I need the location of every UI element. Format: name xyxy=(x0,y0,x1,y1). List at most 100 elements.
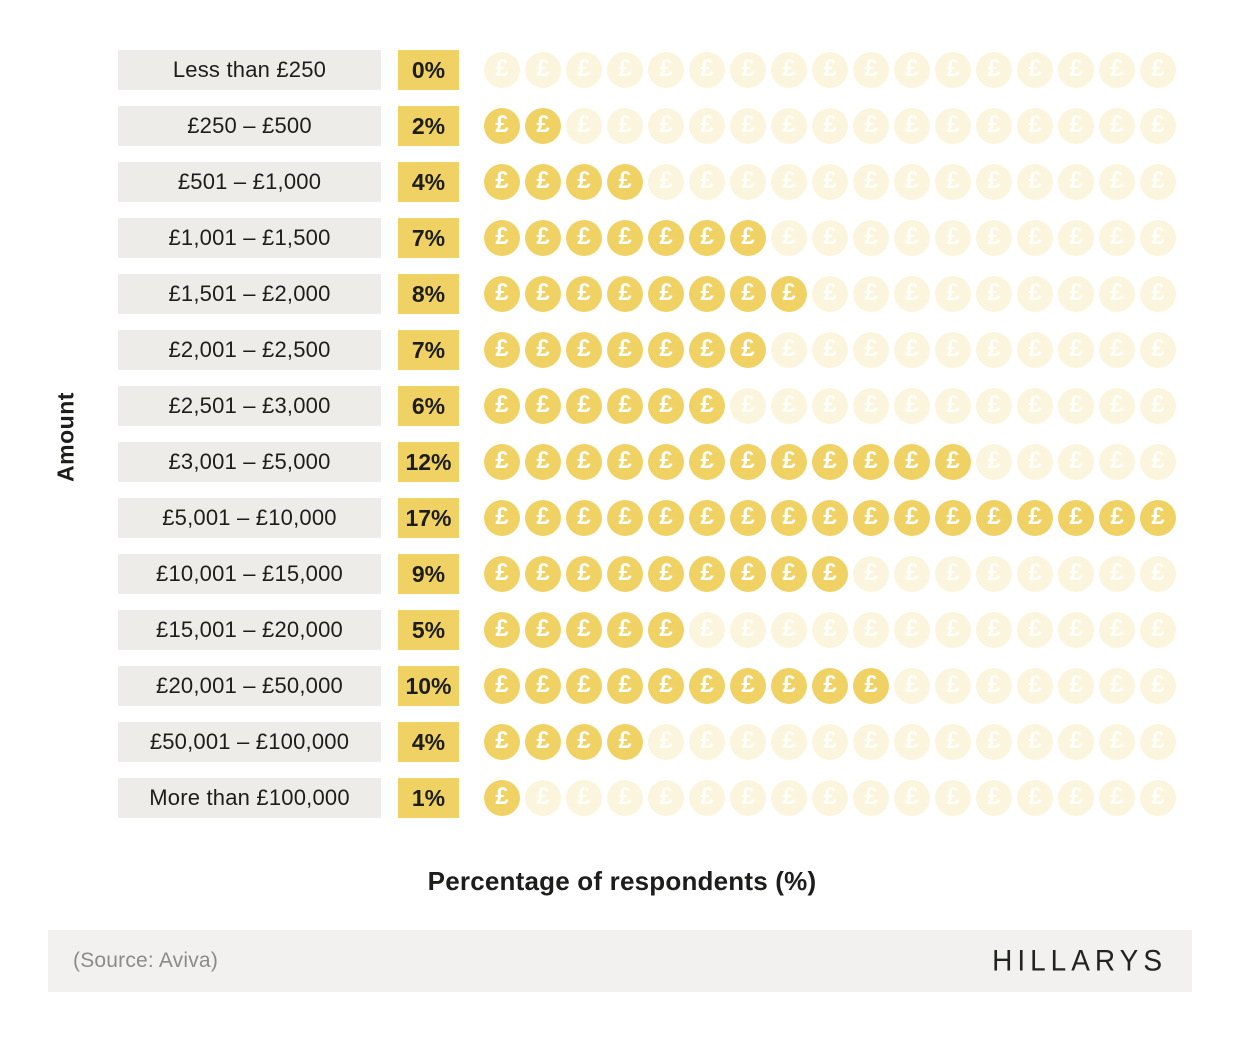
pound-coin-icon: £ xyxy=(607,668,643,704)
pound-coin-icon: £ xyxy=(976,388,1012,424)
pound-coin-icon: £ xyxy=(1140,164,1176,200)
pound-coin-icon: £ xyxy=(1140,108,1176,144)
pound-coin-icon: £ xyxy=(894,444,930,480)
pound-coin-icon: £ xyxy=(1099,332,1135,368)
pound-coin-icon: £ xyxy=(1017,612,1053,648)
coin-strip: £ £ £ £ £ £ £ £ £ £ £ £ £ £ £ £ £ xyxy=(484,388,1176,424)
pound-coin-icon: £ xyxy=(894,500,930,536)
pound-coin-icon: £ xyxy=(648,668,684,704)
coin-strip: £ £ £ £ £ £ £ £ £ £ £ £ £ £ £ £ £ xyxy=(484,108,1176,144)
pound-coin-icon: £ xyxy=(935,332,971,368)
pound-coin-icon: £ xyxy=(566,276,602,312)
pound-coin-icon: £ xyxy=(935,724,971,760)
pound-coin-icon: £ xyxy=(689,724,725,760)
pound-coin-icon: £ xyxy=(812,668,848,704)
pound-coin-icon: £ xyxy=(1058,612,1094,648)
percent-badge: 9% xyxy=(398,554,459,594)
pound-coin-icon: £ xyxy=(730,444,766,480)
source-text: (Source: Aviva) xyxy=(73,949,219,972)
pound-coin-icon: £ xyxy=(935,444,971,480)
pound-coin-icon: £ xyxy=(1099,724,1135,760)
pound-coin-icon: £ xyxy=(976,164,1012,200)
pound-coin-icon: £ xyxy=(853,612,889,648)
pound-coin-icon: £ xyxy=(689,108,725,144)
pound-coin-icon: £ xyxy=(689,780,725,816)
pound-coin-icon: £ xyxy=(1017,388,1053,424)
pound-coin-icon: £ xyxy=(689,556,725,592)
pound-coin-icon: £ xyxy=(976,332,1012,368)
pound-coin-icon: £ xyxy=(689,52,725,88)
pound-coin-icon: £ xyxy=(1099,612,1135,648)
pound-coin-icon: £ xyxy=(1017,500,1053,536)
pound-coin-icon: £ xyxy=(894,332,930,368)
pound-coin-icon: £ xyxy=(607,220,643,256)
pound-coin-icon: £ xyxy=(1058,444,1094,480)
category-label: £20,001 – £50,000 xyxy=(118,666,381,706)
pound-coin-icon: £ xyxy=(648,780,684,816)
pound-coin-icon: £ xyxy=(894,612,930,648)
pound-coin-icon: £ xyxy=(607,612,643,648)
coin-strip: £ £ £ £ £ £ £ £ £ £ £ £ £ £ £ £ £ xyxy=(484,780,1176,816)
pound-coin-icon: £ xyxy=(1017,108,1053,144)
pound-coin-icon: £ xyxy=(894,220,930,256)
percent-badge: 7% xyxy=(398,218,459,258)
pound-coin-icon: £ xyxy=(935,108,971,144)
pound-coin-icon: £ xyxy=(730,668,766,704)
coin-strip: £ £ £ £ £ £ £ £ £ £ £ £ £ £ £ £ £ xyxy=(484,612,1176,648)
pound-coin-icon: £ xyxy=(525,500,561,536)
pound-coin-icon: £ xyxy=(771,780,807,816)
pound-coin-icon: £ xyxy=(771,668,807,704)
coin-strip: £ £ £ £ £ £ £ £ £ £ £ £ £ £ £ £ £ xyxy=(484,52,1176,88)
pound-coin-icon: £ xyxy=(689,220,725,256)
pound-coin-icon: £ xyxy=(935,500,971,536)
chart-row: £250 – £500 2% £ £ £ £ £ £ £ £ £ £ £ £ £ £ £ £ £ xyxy=(118,106,1176,146)
percent-badge: 4% xyxy=(398,162,459,202)
pound-coin-icon: £ xyxy=(1099,556,1135,592)
pound-coin-icon: £ xyxy=(1017,444,1053,480)
category-label: £2,501 – £3,000 xyxy=(118,386,381,426)
pound-coin-icon: £ xyxy=(607,444,643,480)
pound-coin-icon: £ xyxy=(648,556,684,592)
category-label: Less than £250 xyxy=(118,50,381,90)
pound-coin-icon: £ xyxy=(648,388,684,424)
pound-coin-icon: £ xyxy=(853,52,889,88)
pound-coin-icon: £ xyxy=(812,780,848,816)
percent-badge: 6% xyxy=(398,386,459,426)
pound-coin-icon: £ xyxy=(853,556,889,592)
pound-coin-icon: £ xyxy=(853,276,889,312)
pound-coin-icon: £ xyxy=(1058,668,1094,704)
pound-coin-icon: £ xyxy=(976,108,1012,144)
pound-coin-icon: £ xyxy=(525,668,561,704)
pound-coin-icon: £ xyxy=(689,612,725,648)
pound-coin-icon: £ xyxy=(894,556,930,592)
pound-coin-icon: £ xyxy=(1017,556,1053,592)
category-label: £1,001 – £1,500 xyxy=(118,218,381,258)
pound-coin-icon: £ xyxy=(812,164,848,200)
pound-coin-icon: £ xyxy=(1140,220,1176,256)
pound-coin-icon: £ xyxy=(1140,52,1176,88)
pound-coin-icon: £ xyxy=(566,612,602,648)
pound-coin-icon: £ xyxy=(976,220,1012,256)
pound-coin-icon: £ xyxy=(607,108,643,144)
pound-coin-icon: £ xyxy=(1058,164,1094,200)
chart-rows: Less than £250 0% £ £ £ £ £ £ £ £ £ £ £ £ £ £ £ £ £ £250 – … xyxy=(118,50,1176,818)
pound-coin-icon: £ xyxy=(525,52,561,88)
pound-coin-icon: £ xyxy=(484,220,520,256)
pound-coin-icon: £ xyxy=(771,612,807,648)
pound-coin-icon: £ xyxy=(1140,556,1176,592)
pound-coin-icon: £ xyxy=(812,556,848,592)
pound-coin-icon: £ xyxy=(1099,500,1135,536)
pound-coin-icon: £ xyxy=(730,332,766,368)
pound-coin-icon: £ xyxy=(566,556,602,592)
pound-coin-icon: £ xyxy=(484,612,520,648)
chart-row: £20,001 – £50,000 10% £ £ £ £ £ £ £ £ £ £ £ £ £ £ £ £ £ xyxy=(118,666,1176,706)
pound-coin-icon: £ xyxy=(607,500,643,536)
pound-coin-icon: £ xyxy=(484,276,520,312)
pound-coin-icon: £ xyxy=(648,444,684,480)
pound-coin-icon: £ xyxy=(484,164,520,200)
chart-row: £3,001 – £5,000 12% £ £ £ £ £ £ £ £ £ £ £ £ £ £ £ £ £ xyxy=(118,442,1176,482)
pound-coin-icon: £ xyxy=(607,332,643,368)
coin-strip: £ £ £ £ £ £ £ £ £ £ £ £ £ £ £ £ £ xyxy=(484,276,1176,312)
category-label: £15,001 – £20,000 xyxy=(118,610,381,650)
